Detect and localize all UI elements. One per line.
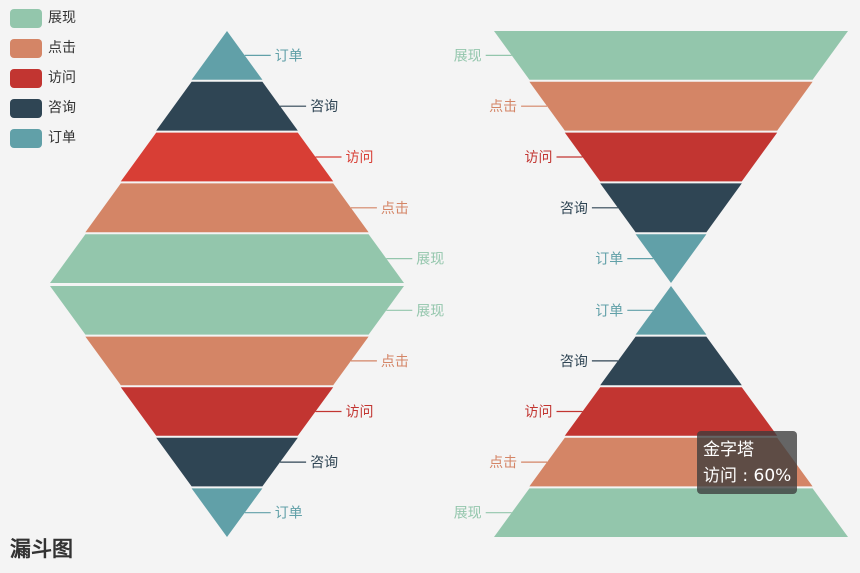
legend-swatch — [10, 38, 42, 58]
funnel-segment[interactable] — [600, 336, 742, 386]
funnel-segment[interactable] — [529, 81, 813, 131]
funnel-label: 访问 — [346, 150, 374, 166]
funnel-label: 咨询 — [560, 201, 588, 217]
tooltip-series: 金字塔 — [703, 440, 754, 460]
legend-item-dianji[interactable]: 点击 — [10, 38, 76, 58]
legend-item-zixun[interactable]: 咨询 — [10, 98, 76, 118]
legend: 展现 点击 访问 咨询 订单 — [10, 8, 76, 158]
legend-item-dingdan[interactable]: 订单 — [10, 128, 76, 148]
legend-swatch — [10, 128, 42, 148]
funnel-segment[interactable] — [50, 234, 404, 283]
legend-swatch — [10, 68, 42, 88]
funnel-label: 访问 — [346, 405, 374, 421]
funnel-segment[interactable] — [494, 488, 848, 537]
funnel-segment[interactable] — [191, 488, 263, 537]
funnel-segment[interactable] — [635, 286, 707, 335]
funnel-label: 展现 — [416, 303, 444, 319]
legend-label: 咨询 — [48, 100, 76, 116]
funnel-label: 访问 — [525, 405, 553, 421]
funnel-segment[interactable] — [564, 132, 778, 182]
legend-swatch — [10, 8, 42, 28]
funnel-label: 点击 — [381, 354, 409, 370]
legend-item-fangwen[interactable]: 访问 — [10, 68, 76, 88]
funnel-segment[interactable] — [50, 286, 404, 335]
funnel-label: 订单 — [275, 506, 303, 522]
tooltip: 金字塔 访问 : 60% — [697, 431, 798, 494]
funnel-label: 展现 — [416, 252, 444, 268]
funnel-label: 咨询 — [560, 354, 588, 370]
funnel-segment[interactable] — [120, 132, 334, 182]
funnel-label: 点击 — [381, 201, 409, 217]
funnel-label: 点击 — [489, 99, 517, 115]
funnel-label: 访问 — [525, 150, 553, 166]
legend-label: 点击 — [48, 40, 76, 56]
funnel-segment[interactable] — [156, 81, 298, 131]
funnel-label: 咨询 — [310, 455, 338, 471]
funnel-segment[interactable] — [156, 437, 298, 487]
funnel-segment[interactable] — [191, 31, 263, 80]
funnel-segment[interactable] — [564, 387, 778, 436]
legend-swatch — [10, 98, 42, 118]
legend-label: 展现 — [48, 10, 76, 26]
funnel-segment[interactable] — [85, 336, 369, 386]
funnel-label: 订单 — [275, 48, 303, 64]
funnel-segment[interactable] — [494, 31, 848, 80]
funnel-label: 订单 — [595, 252, 623, 268]
funnel-segment[interactable] — [120, 387, 334, 436]
tooltip-value: 访问 : 60% — [703, 466, 792, 486]
legend-item-zhanxian[interactable]: 展现 — [10, 8, 76, 28]
chart-title: 漏斗图 — [10, 537, 73, 561]
funnel-label: 订单 — [595, 303, 623, 319]
funnel-segment[interactable] — [600, 183, 742, 233]
legend-label: 访问 — [48, 70, 76, 86]
legend-label: 订单 — [48, 130, 76, 146]
funnel-label: 点击 — [489, 455, 517, 471]
funnel-label: 展现 — [454, 506, 482, 522]
funnel-label: 展现 — [454, 48, 482, 64]
funnel-segment[interactable] — [85, 183, 369, 233]
funnel-segment[interactable] — [635, 234, 707, 283]
funnel-label: 咨询 — [310, 99, 338, 115]
